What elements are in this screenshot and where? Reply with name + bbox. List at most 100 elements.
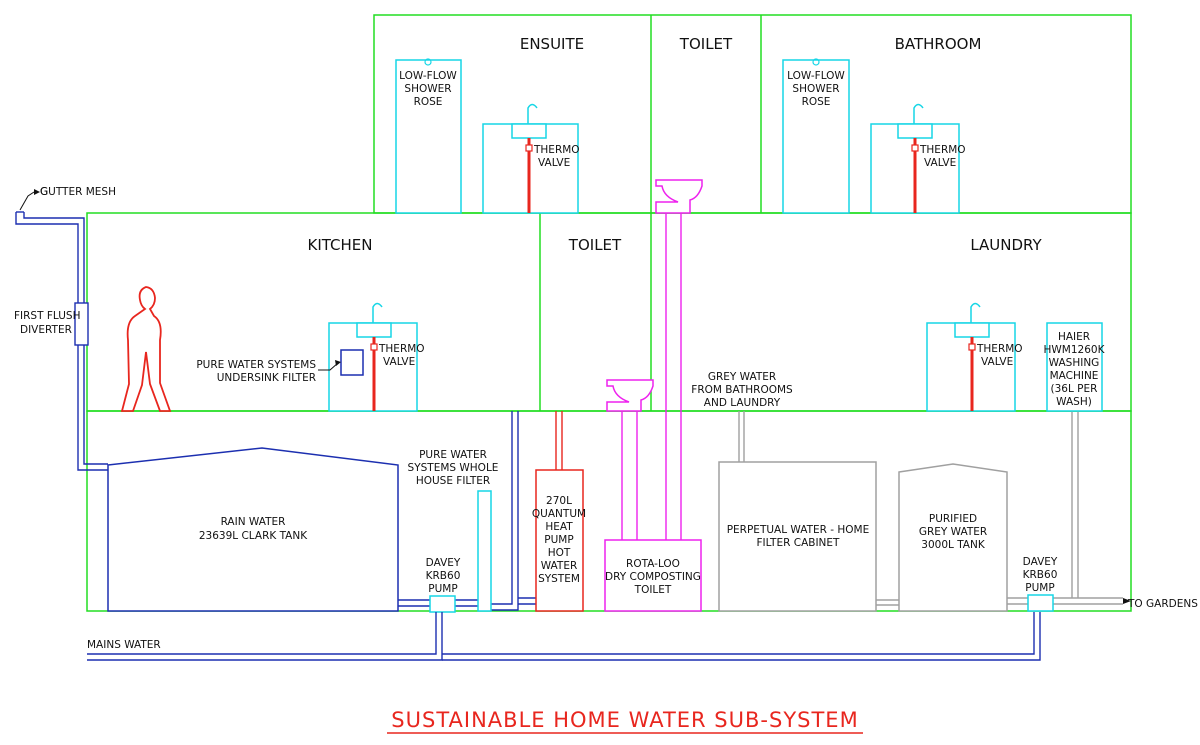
shower-head-icon [812,58,820,66]
grey-water-label-2: FROM BATHROOMS [691,384,793,396]
purified-grey-water-tank [898,463,1008,612]
heat-pump-system [535,469,584,612]
heat-pump-label-2: QUANTUM [532,508,586,520]
tap-icon [372,302,383,323]
washing-machine-label-2: HWM1260K [1044,344,1106,356]
thermo-valve-icon [911,144,919,152]
tap-icon [970,302,981,323]
pump-right-label-2: KRB60 [1023,569,1058,581]
heat-pump-label-6: WATER [541,560,578,572]
davey-pump-right [1027,594,1054,612]
pump-left-label-3: PUMP [428,583,457,595]
purified-tank-label-2: GREY WATER [919,526,987,538]
undersink-filter-arrow [335,360,341,366]
person-silhouette-icon [120,286,172,412]
gutter-mesh-label: GUTTER MESH [40,186,116,198]
washing-machine-label-6: WASH) [1056,396,1092,408]
thermo-ensuite-label-2: VALVE [538,157,570,169]
composting-toilet-label-2: DRY COMPOSTING [605,571,701,583]
washing-machine-label-1: HAIER [1058,331,1090,343]
thermo-valve-icon [525,144,533,152]
sink-laundry [954,322,990,338]
first-flush-label-1: FIRST FLUSH [14,310,80,322]
to-gardens-arrow: TO GARDENS [1123,598,1198,610]
thermo-bathroom-label-1: THERMO [919,144,966,156]
shower-head-icon [424,58,432,66]
shower-bathroom-label-1: LOW-FLOW [787,70,845,82]
composting-toilet-label-1: ROTA-LOO [626,558,680,570]
room-ensuite: ENSUITE [520,35,584,53]
davey-pump-left [429,595,456,613]
heat-pump-label-3: HEAT [545,521,573,533]
hot-water-riser [555,411,563,470]
thermo-kitchen-label-2: VALVE [383,356,415,368]
room-laundry: LAUNDRY [970,236,1042,254]
shower-ensuite-label-2: SHOWER [404,83,451,95]
thermo-valve-icon [370,343,378,351]
diagram-title: SUSTAINABLE HOME WATER SUB-SYSTEM [391,708,858,732]
filter-cabinet-label-1: PERPETUAL WATER - HOME [727,524,870,536]
mains-water-pipes [87,612,1041,661]
room-toilet-lower: TOILET [568,236,622,254]
downpipe [15,211,108,471]
thermo-kitchen-label-1: THERMO [378,343,425,355]
grey-water-pipes [738,411,1123,606]
gutter-mesh-label: G [40,186,48,198]
whole-house-filter-label-2: SYSTEMS WHOLE [408,462,499,474]
filter-cabinet-label-2: FILTER CABINET [757,537,841,549]
shower-bathroom-label-2: SHOWER [792,83,839,95]
room-toilet-upper: TOILET [679,35,733,53]
toilet-pedestal-lower [606,379,654,412]
thermo-ensuite-label-1: THERMO [533,144,580,156]
rain-water-tank [107,447,399,612]
undersink-filter [340,349,364,376]
thermo-laundry-label-1: THERMO [976,343,1023,355]
shower-ensuite-label-3: ROSE [414,96,443,108]
sink-bathroom [897,123,933,139]
undersink-filter-leader [318,362,339,371]
toilet-chutes [621,213,682,540]
shower-ensuite-label-1: LOW-FLOW [399,70,457,82]
toilet-pedestal-upper [655,179,703,214]
heat-pump-label-7: SYSTEM [538,573,580,585]
undersink-filter-label-1: PURE WATER SYSTEMS [196,359,316,371]
purified-tank-label-3: 3000L TANK [921,539,986,551]
heat-pump-label-5: HOT [548,547,571,559]
pump-right-label-1: DAVEY [1023,556,1058,568]
shower-bathroom-label-3: ROSE [802,96,831,108]
heat-pump-label-1: 270L [546,495,572,507]
thermo-valve-icon [968,343,976,351]
pump-right-label-3: PUMP [1025,582,1054,594]
whole-house-filter-label-1: PURE WATER [419,449,487,461]
to-gardens-label: TO GARDENS [1127,598,1198,610]
sink-kitchen [356,322,392,338]
mains-water-label: MAINS WATER [87,639,161,651]
grey-water-label-1: GREY WATER [708,371,776,383]
rain-tank-label-2: 23639L CLARK TANK [199,530,308,542]
pump-left-label-1: DAVEY [426,557,461,569]
first-flush-diverter [74,302,89,346]
undersink-filter-label-2: UNDERSINK FILTER [217,372,316,384]
thermo-laundry-label-2: VALVE [981,356,1013,368]
heat-pump-label-4: PUMP [544,534,573,546]
room-bathroom: BATHROOM [895,35,982,53]
grey-water-label-3: AND LAUNDRY [704,397,781,409]
room-kitchen: KITCHEN [308,236,373,254]
perpetual-water-filter-cabinet [718,461,877,612]
rain-tank-label-1: RAIN WATER [221,516,286,528]
composting-toilet-label-3: TOILET [634,584,672,596]
rota-loo-composting-toilet [604,539,702,612]
tap-icon [527,103,538,124]
tap-icon [913,103,924,124]
sink-ensuite [511,123,547,139]
thermo-bathroom-label-2: VALVE [924,157,956,169]
gutter-mesh-leader: G [19,186,48,211]
purified-tank-label-1: PURIFIED [929,513,977,525]
low-flow-shower-bathroom [782,59,850,214]
whole-house-filter [477,490,492,612]
washing-machine-label-3: WASHING [1049,357,1100,369]
washing-machine-label-4: MACHINE [1050,370,1099,382]
low-flow-shower-ensuite [395,59,462,214]
pump-left-label-2: KRB60 [426,570,461,582]
